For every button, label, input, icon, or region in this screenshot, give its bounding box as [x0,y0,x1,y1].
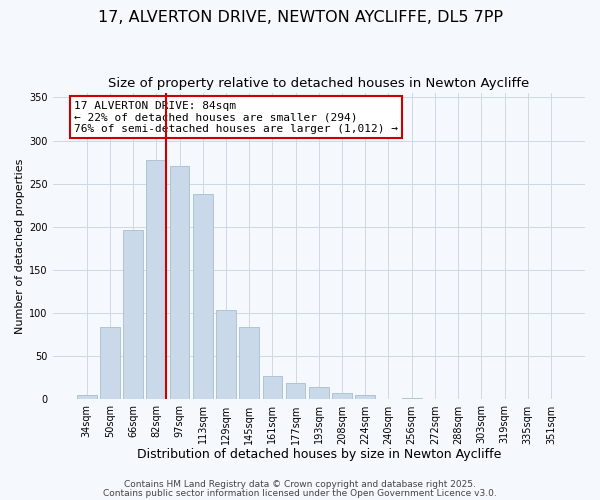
Bar [355,395,375,400]
Bar [263,376,282,400]
Bar [239,327,259,400]
Text: 17, ALVERTON DRIVE, NEWTON AYCLIFFE, DL5 7PP: 17, ALVERTON DRIVE, NEWTON AYCLIFFE, DL5… [97,10,503,25]
Title: Size of property relative to detached houses in Newton Aycliffe: Size of property relative to detached ho… [108,78,529,90]
Y-axis label: Number of detached properties: Number of detached properties [15,158,25,334]
Bar [402,398,422,400]
Bar [146,160,166,400]
Bar [472,398,491,400]
Bar [309,386,329,400]
Text: 17 ALVERTON DRIVE: 84sqm
← 22% of detached houses are smaller (294)
76% of semi-: 17 ALVERTON DRIVE: 84sqm ← 22% of detach… [74,100,398,134]
Bar [541,398,561,400]
Bar [170,166,190,400]
Bar [77,395,97,400]
Bar [193,194,212,400]
Bar [100,327,120,400]
Text: Contains HM Land Registry data © Crown copyright and database right 2025.: Contains HM Land Registry data © Crown c… [124,480,476,489]
Bar [216,310,236,400]
Bar [332,392,352,400]
X-axis label: Distribution of detached houses by size in Newton Aycliffe: Distribution of detached houses by size … [137,448,501,461]
Bar [286,383,305,400]
Text: Contains public sector information licensed under the Open Government Licence v3: Contains public sector information licen… [103,489,497,498]
Bar [123,230,143,400]
